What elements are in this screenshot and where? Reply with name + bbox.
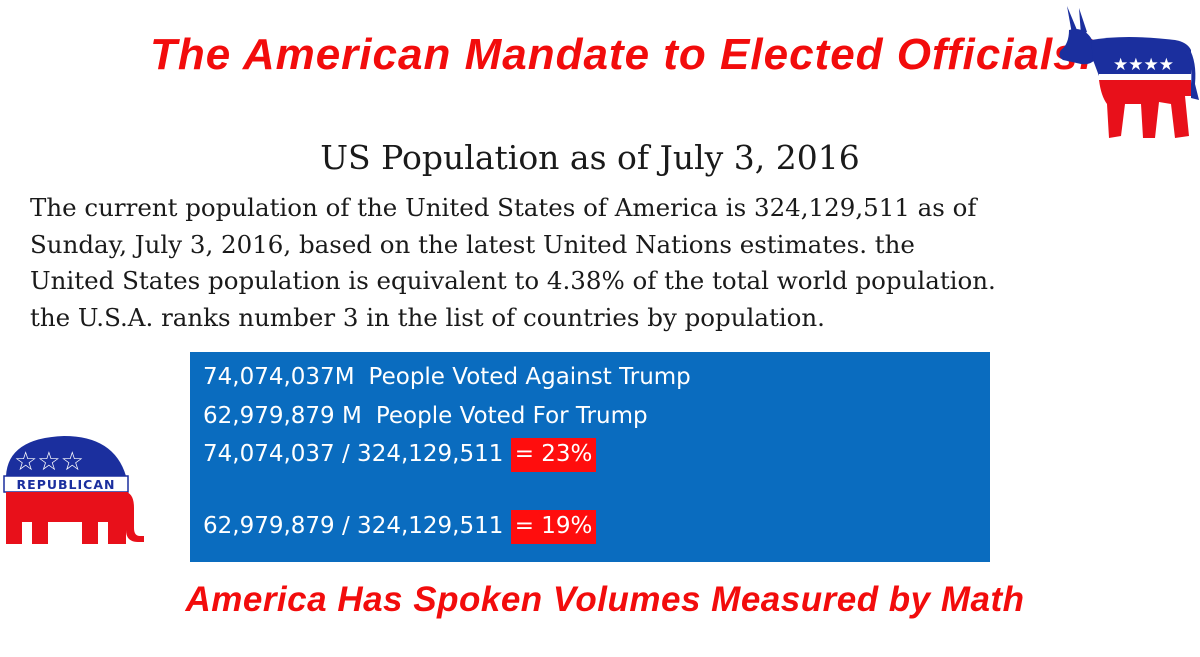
elephant-body-red — [6, 492, 129, 544]
donkey-ear — [1079, 8, 1087, 35]
population-paragraph: The current population of the United Sta… — [30, 190, 1180, 336]
donkey-stars: ★★★★ — [1113, 55, 1174, 75]
vote-against-label: People Voted Against Trump — [368, 364, 691, 390]
subtitle: US Population as of July 3, 2016 — [320, 138, 860, 177]
vote-stats-box: 74,074,037M People Voted Against Trump 62… — [190, 352, 990, 562]
donkey-stripe — [1099, 74, 1191, 80]
vote-for-line: 62,979,879 M People Voted For Trump — [203, 403, 648, 429]
vote-for-number: 62,979,879 M — [203, 403, 362, 429]
donkey-body-blue — [1091, 37, 1191, 76]
elephant-stars: ☆☆☆ — [14, 447, 84, 477]
page-title: The American Mandate to Elected Official… — [150, 30, 1095, 79]
democrat-donkey-logo: ★★★★ — [1059, 6, 1199, 138]
paragraph-line: the U.S.A. ranks number 3 in the list of… — [30, 302, 825, 332]
elephant-trunk — [126, 492, 144, 542]
donkey-ear — [1067, 6, 1077, 34]
footer-headline: America Has Spoken Volumes Measured by M… — [185, 580, 1025, 619]
calc-for-expression: 62,979,879 / 324,129,511 — [203, 513, 504, 539]
calc-for-line: 62,979,879 / 324,129,511 = 19% — [203, 510, 597, 544]
paragraph-line: Sunday, July 3, 2016, based on the lates… — [30, 229, 915, 259]
vote-against-line: 74,074,037M People Voted Against Trump — [203, 364, 691, 390]
republican-elephant-logo: ☆☆☆ REPUBLICAN — [3, 436, 144, 544]
elephant-body-blue — [6, 436, 126, 476]
vote-for-label: People Voted For Trump — [375, 403, 648, 429]
calc-against-percent: = 23% — [510, 438, 597, 472]
calc-against-expression: 74,074,037 / 324,129,511 — [203, 441, 504, 467]
donkey-tail — [1185, 48, 1199, 100]
calc-against-line: 74,074,037 / 324,129,511 = 23% — [203, 438, 597, 472]
vote-against-number: 74,074,037M — [203, 364, 355, 390]
calc-for-percent: = 19% — [510, 510, 597, 544]
elephant-banner-text: REPUBLICAN — [17, 477, 116, 492]
donkey-head — [1059, 29, 1099, 65]
paragraph-line: The current population of the United Sta… — [30, 193, 977, 222]
paragraph-line: United States population is equivalent t… — [30, 266, 996, 295]
donkey-body-red — [1099, 80, 1191, 138]
